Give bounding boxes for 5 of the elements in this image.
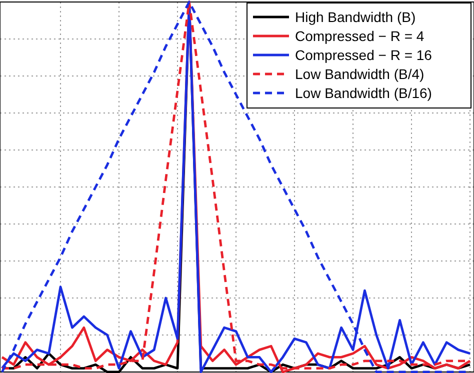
legend-label: Low Bandwidth (B/16) bbox=[295, 85, 432, 101]
legend-label: Low Bandwidth (B/4) bbox=[295, 66, 424, 82]
legend-label: Compressed − R = 4 bbox=[295, 28, 424, 44]
legend-label: Compressed − R = 16 bbox=[295, 47, 432, 63]
legend-label: High Bandwidth (B) bbox=[295, 9, 416, 25]
